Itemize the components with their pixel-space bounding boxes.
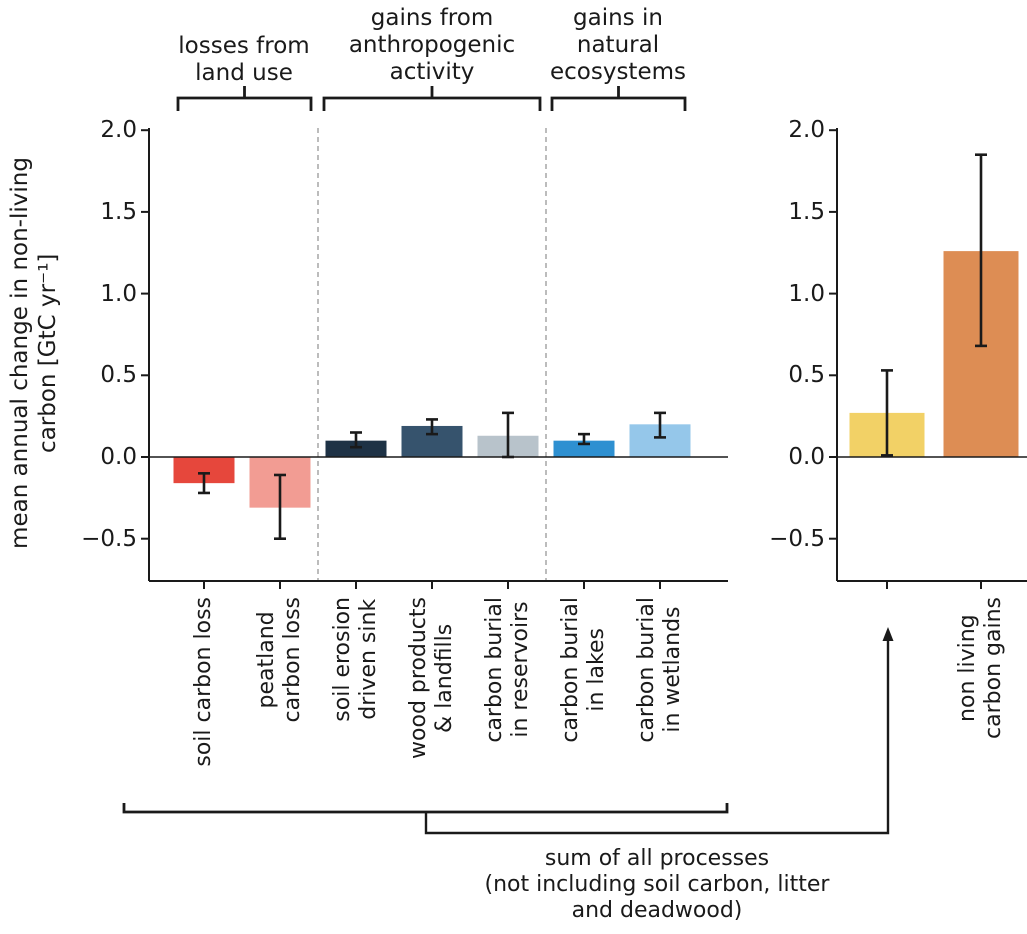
y-tick-label: 0.5 [100,362,137,389]
sum-connector-line [424,640,890,835]
y-tick-label: 0.0 [100,444,137,470]
group-header-losses-land-use: losses from land use [178,33,310,86]
x-tick-label: soil carbon loss [191,597,216,767]
y-tick-label: 0.5 [788,362,825,389]
x-tick-label: soil erosion driven sink [330,597,381,722]
bar [553,440,615,457]
group-bracket [176,86,313,111]
group-header-natural-ecosystem-gains: gains in natural ecosystems [549,5,687,85]
x-tick-label: carbon burial in reservoirs [482,597,533,743]
group-header-anthropogenic-gains: gains from anthropogenic activity [348,5,516,85]
sum-bracket [122,803,729,814]
y-tick-label: −0.5 [769,525,825,552]
y-tick-label: 2.0 [100,117,137,144]
y-tick-label: 1.5 [788,198,825,225]
group-bracket [550,86,687,111]
bar [325,440,387,457]
x-tick-label: carbon burial in wetlands [634,597,685,743]
y-tick-label: 0.0 [788,444,825,470]
sum-annotation: sum of all processes (not including soil… [484,846,830,923]
y-tick-label: 1.0 [788,280,825,307]
up-arrow-icon [882,627,894,641]
y-tick-label: 1.5 [100,198,137,225]
x-tick-label: peatland carbon loss [254,597,305,723]
y-tick-label: 1.0 [100,280,137,307]
group-bracket [322,86,542,111]
y-tick-label: 2.0 [788,117,825,144]
x-tick-label: carbon burial in lakes [558,597,609,743]
x-tick-label: non living carbon gains [955,597,1006,739]
y-tick-label: −0.5 [81,525,137,552]
x-tick-label: wood products & landfills [406,597,457,759]
y-axis-label: mean annual change in non-living carbon … [7,157,61,549]
